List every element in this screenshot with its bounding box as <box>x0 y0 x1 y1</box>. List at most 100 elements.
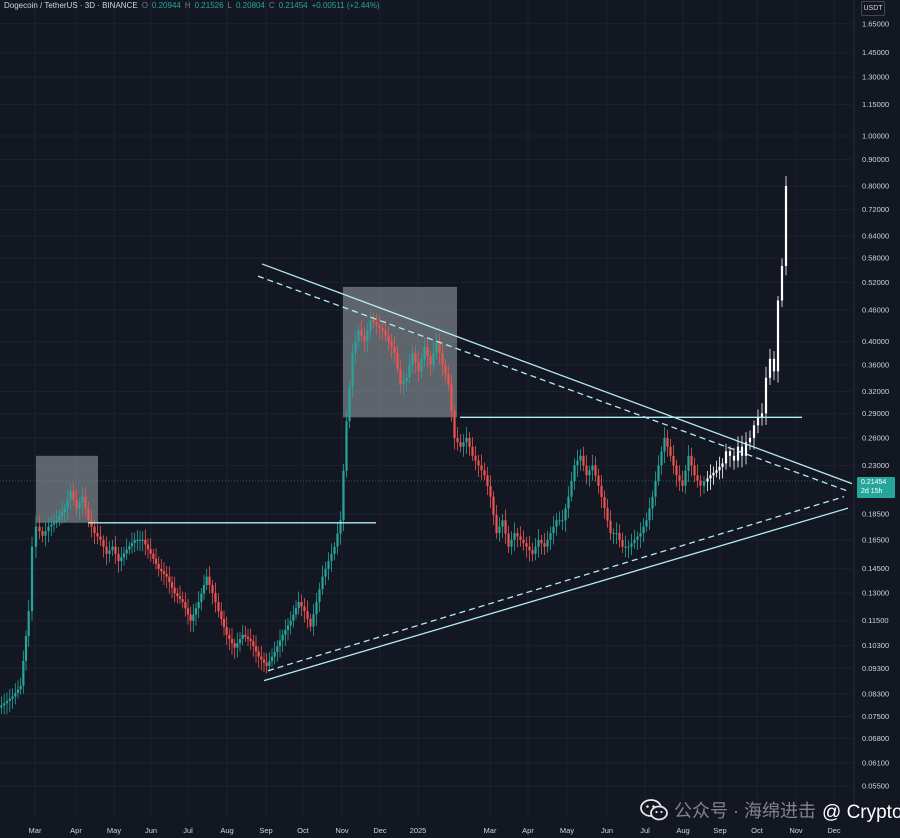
candle-body <box>432 353 435 365</box>
candle-body <box>648 508 651 521</box>
candle-body <box>630 543 633 547</box>
candle-body <box>249 638 252 642</box>
x-tick-label: Mar <box>484 826 497 835</box>
candle-body <box>522 539 525 544</box>
y-tick-label: 0.58000 <box>862 254 889 263</box>
y-tick-label: 0.72000 <box>862 205 889 214</box>
candle-body <box>318 589 321 603</box>
y-tick-label: 0.16500 <box>862 535 889 544</box>
candle-body <box>146 544 150 550</box>
candle-body <box>120 557 123 562</box>
candle-body <box>576 460 579 466</box>
candle-body <box>102 539 105 547</box>
candle-body <box>366 330 369 342</box>
candle-body <box>582 455 585 466</box>
candle-body <box>125 549 128 554</box>
candle-body <box>281 634 284 641</box>
candle-body <box>178 596 182 600</box>
candle-body <box>552 526 555 534</box>
candle-body <box>141 539 144 541</box>
y-tick-label: 0.46000 <box>862 306 889 315</box>
candle-body <box>480 465 483 471</box>
candle-body <box>528 546 531 551</box>
candle-body <box>211 584 214 594</box>
candle-body <box>336 533 339 547</box>
candle-body <box>22 660 25 686</box>
currency-unit-button[interactable]: USDT <box>861 1 885 16</box>
candle-body <box>228 634 231 640</box>
watermark: 公众号 · 海绵进击 @ Crypto海绵 <box>640 790 900 830</box>
low-label: L <box>227 1 232 10</box>
candle-body <box>315 602 318 615</box>
candle-body <box>669 446 672 456</box>
candle-body <box>252 641 255 647</box>
candle-body <box>498 526 501 534</box>
candle-body <box>390 341 393 348</box>
y-tick-label: 0.13000 <box>862 589 889 598</box>
candle-body <box>363 335 366 342</box>
x-tick-label: Oct <box>297 826 310 835</box>
price-axis-panel <box>854 0 900 838</box>
candle-body <box>381 327 384 331</box>
candle-body <box>297 602 300 609</box>
candle-body <box>408 365 411 378</box>
x-tick-label: Dec <box>373 826 387 835</box>
candle-body <box>414 352 417 363</box>
x-tick-label: Jul <box>183 826 193 835</box>
candle-body <box>309 618 312 627</box>
candle-body <box>205 576 208 586</box>
x-tick-label: Jun <box>145 826 157 835</box>
candle-body <box>393 347 396 353</box>
candle-body <box>627 546 630 548</box>
candle-body <box>444 364 447 375</box>
candle-body <box>672 455 675 466</box>
candle-body <box>246 636 250 639</box>
candle-body <box>321 576 324 590</box>
y-tick-label: 0.23000 <box>862 461 889 470</box>
candle-body <box>645 520 648 527</box>
candle-body <box>268 661 271 666</box>
candle-body <box>99 536 102 540</box>
candle-body <box>468 437 471 447</box>
candle-body <box>93 526 96 534</box>
candle-body <box>636 536 639 540</box>
candle-body <box>173 587 176 594</box>
low-value: 0.20804 <box>236 1 265 10</box>
candle-body <box>230 639 234 644</box>
close-value: 0.21454 <box>278 1 308 10</box>
high-value: 0.21526 <box>194 1 224 10</box>
candle-body <box>660 451 663 466</box>
y-tick-label: 0.18500 <box>862 510 889 519</box>
x-tick-label: Aug <box>676 826 689 835</box>
close-label: C <box>268 1 275 10</box>
candle-body <box>44 531 47 536</box>
candle-body <box>157 563 160 569</box>
candle-body <box>678 475 681 481</box>
candle-body <box>696 475 699 481</box>
candle-body <box>292 614 295 621</box>
candle-body <box>144 539 147 545</box>
watermark-account-text: 公众号 · 海绵进击 <box>674 801 816 821</box>
candle-body <box>486 475 489 486</box>
candle-body <box>130 543 134 547</box>
projection-candle-body <box>736 446 740 461</box>
y-tick-label: 0.32000 <box>862 387 889 396</box>
candle-body <box>52 522 56 525</box>
x-tick-label: May <box>107 826 121 835</box>
candle-body <box>202 585 206 594</box>
candle-body <box>504 520 507 534</box>
time-axis-panel <box>0 818 900 838</box>
candle-body <box>50 524 53 527</box>
y-tick-label: 1.65000 <box>862 19 889 28</box>
projection-candle-body <box>756 417 760 426</box>
projection-candle-body <box>740 446 744 456</box>
candle-body <box>525 543 528 547</box>
candle-body <box>58 516 61 521</box>
symbol-title[interactable]: Dogecoin / TetherUS · 3D · BINANCE <box>4 1 138 10</box>
bar-countdown: 2d 15h <box>861 488 883 495</box>
candle-body <box>265 662 268 666</box>
projection-candle-body <box>772 358 776 372</box>
candle-body <box>276 646 279 653</box>
candle-body <box>459 442 462 447</box>
